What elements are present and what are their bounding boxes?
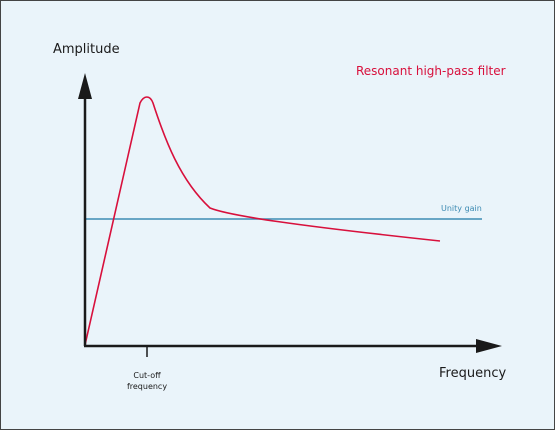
unity-gain-label: Unity gain xyxy=(441,204,482,213)
response-curve xyxy=(84,96,441,346)
cutoff-label-line1: Cut-off xyxy=(133,371,161,380)
cutoff-label-line2: frequency xyxy=(127,382,167,391)
y-axis-arrow-icon xyxy=(78,73,92,99)
x-axis-label: Frequency xyxy=(439,366,506,381)
diagram-title: Resonant high-pass filter xyxy=(356,64,506,78)
y-axis-label: Amplitude xyxy=(53,42,120,57)
x-axis-arrow-icon xyxy=(476,339,502,353)
